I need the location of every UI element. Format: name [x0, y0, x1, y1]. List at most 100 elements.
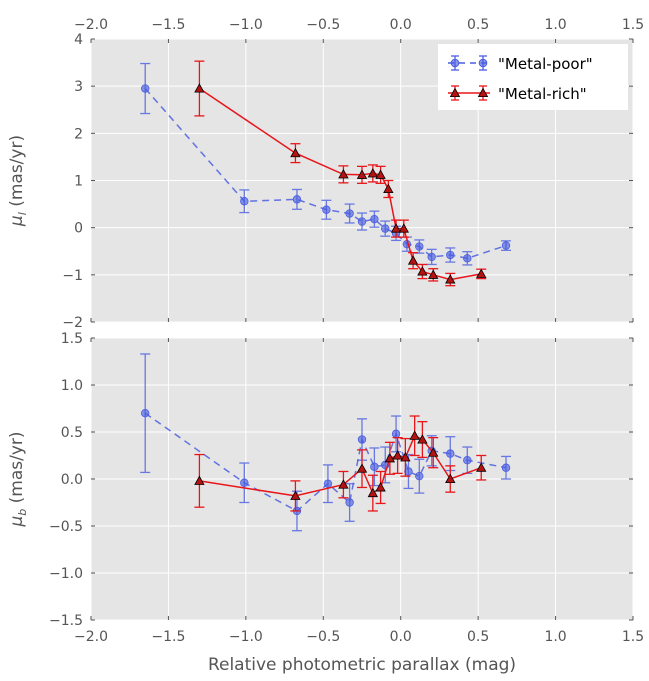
metal-rich-point	[338, 169, 349, 179]
series-metal-rich	[194, 60, 487, 287]
y-axis-subscript: l	[16, 212, 29, 215]
x-tick-label: 1.5	[622, 17, 644, 33]
tick-marks	[90, 337, 634, 621]
metal-rich-point	[390, 223, 402, 233]
metal-rich-point	[407, 255, 419, 265]
metal-rich-point	[367, 487, 379, 498]
metal-rich-point	[417, 434, 428, 444]
metal-rich-point	[417, 266, 428, 276]
metal-poor-point	[381, 224, 390, 233]
metal-rich-point	[290, 490, 301, 500]
y-tick-label: 1.0	[61, 378, 83, 394]
metal-rich-point	[194, 83, 205, 93]
x-tick-label: −0.5	[306, 629, 340, 645]
y-axis-symbol: μ	[7, 516, 27, 528]
metal-rich-point	[356, 169, 368, 179]
metal-rich-point	[384, 452, 396, 463]
y-axis-units: (mas/yr)	[7, 135, 27, 212]
metal-rich-point	[375, 482, 386, 492]
metal-rich-point	[356, 463, 368, 473]
metal-rich-point	[338, 479, 349, 489]
legend-point	[450, 58, 460, 68]
y-axis-symbol: μ	[7, 215, 27, 227]
x-tick-label: −1.0	[229, 629, 263, 645]
y-tick-label: 2	[74, 126, 83, 142]
metal-rich-point	[400, 452, 411, 462]
x-tick-label: −1.0	[229, 17, 263, 33]
legend-box	[438, 44, 628, 110]
x-tick-label: 1.0	[544, 629, 566, 645]
metal-rich-point	[367, 168, 379, 178]
legend: "Metal-poor" "Metal-rich"	[438, 44, 628, 110]
legend-point	[477, 87, 489, 97]
metal-poor-point	[140, 409, 150, 418]
y-tick-label: 0.5	[61, 425, 83, 441]
x-tick-label: 0.0	[390, 17, 412, 33]
legend-label-metal-rich: "Metal-rich"	[498, 85, 587, 103]
metal-poor-point	[240, 197, 249, 206]
metal-rich-point	[194, 475, 205, 485]
metal-poor-point	[370, 462, 379, 471]
y-axis-label: μb (mas/yr)	[7, 431, 29, 527]
metal-poor-point	[446, 449, 455, 458]
y-tick-label: −0.5	[49, 519, 83, 535]
y-tick-label: 0	[74, 221, 83, 237]
metal-poor-point	[140, 84, 150, 93]
metal-rich-point	[290, 147, 301, 158]
legend-label-metal-poor: "Metal-poor"	[498, 55, 593, 73]
metal-rich-point	[392, 450, 403, 460]
panel-proper-motion-b: −1.5−1.0−0.50.00.51.01.5−2.0 −1.5 −1.0 −0.5…	[7, 331, 644, 645]
metal-poor-point	[357, 435, 367, 444]
metal-poor-point	[322, 205, 331, 214]
y-tick-label: 4	[74, 32, 83, 48]
metal-poor-point	[415, 471, 424, 481]
x-tick-label: 0.0	[390, 629, 412, 645]
y-tick-label: 0.0	[61, 472, 83, 488]
metal-poor-point	[501, 241, 511, 250]
metal-rich-point	[409, 430, 420, 440]
legend-metal-rich-marker	[448, 85, 490, 101]
y-axis-units: (mas/yr)	[7, 431, 27, 508]
x-tick-label: −1.5	[151, 629, 185, 645]
y-tick-label: 1	[74, 174, 83, 190]
metal-poor-point	[463, 456, 472, 465]
metal-poor-point	[391, 429, 401, 439]
legend-metal-poor-marker	[448, 55, 490, 71]
metal-poor-point	[370, 214, 379, 224]
metal-poor-point	[323, 479, 333, 488]
metal-poor-point	[240, 478, 249, 487]
x-tick-label: −1.5	[151, 17, 185, 33]
y-tick-label: 1.5	[61, 331, 83, 347]
metal-rich-point	[445, 274, 456, 284]
x-tick-label: 0.5	[467, 17, 489, 33]
x-tick-label: −2.0	[74, 17, 108, 33]
metal-poor-line	[144, 412, 507, 512]
tick-marks	[90, 38, 634, 323]
y-axis-subscript: b	[16, 509, 29, 516]
y-tick-label: −2	[62, 315, 83, 331]
y-tick-label: −1.5	[49, 613, 83, 629]
y-axis-label: μl (mas/yr)	[7, 135, 29, 227]
metal-rich-point	[476, 462, 487, 472]
legend-point	[478, 58, 488, 68]
metal-rich-point	[383, 183, 394, 193]
metal-poor-point	[292, 195, 302, 204]
metal-poor-point	[463, 254, 472, 263]
x-tick-label: 0.5	[467, 629, 489, 645]
metal-rich-point	[398, 223, 409, 233]
metal-rich-point	[428, 269, 439, 279]
x-axis-label: Relative photometric parallax (mag)	[208, 655, 516, 675]
metal-poor-point	[415, 242, 424, 251]
x-tick-label: 1.5	[622, 629, 644, 645]
metal-poor-point	[345, 209, 354, 218]
metal-poor-point	[345, 498, 354, 507]
x-tick-label: −2.0	[74, 629, 108, 645]
metal-rich-point	[375, 169, 386, 179]
y-tick-label: 3	[74, 79, 83, 95]
metal-rich-point	[476, 268, 487, 278]
metal-rich-point	[445, 473, 456, 484]
legend-point	[449, 87, 461, 97]
series-metal-rich	[194, 415, 487, 512]
metal-poor-point	[501, 463, 511, 472]
